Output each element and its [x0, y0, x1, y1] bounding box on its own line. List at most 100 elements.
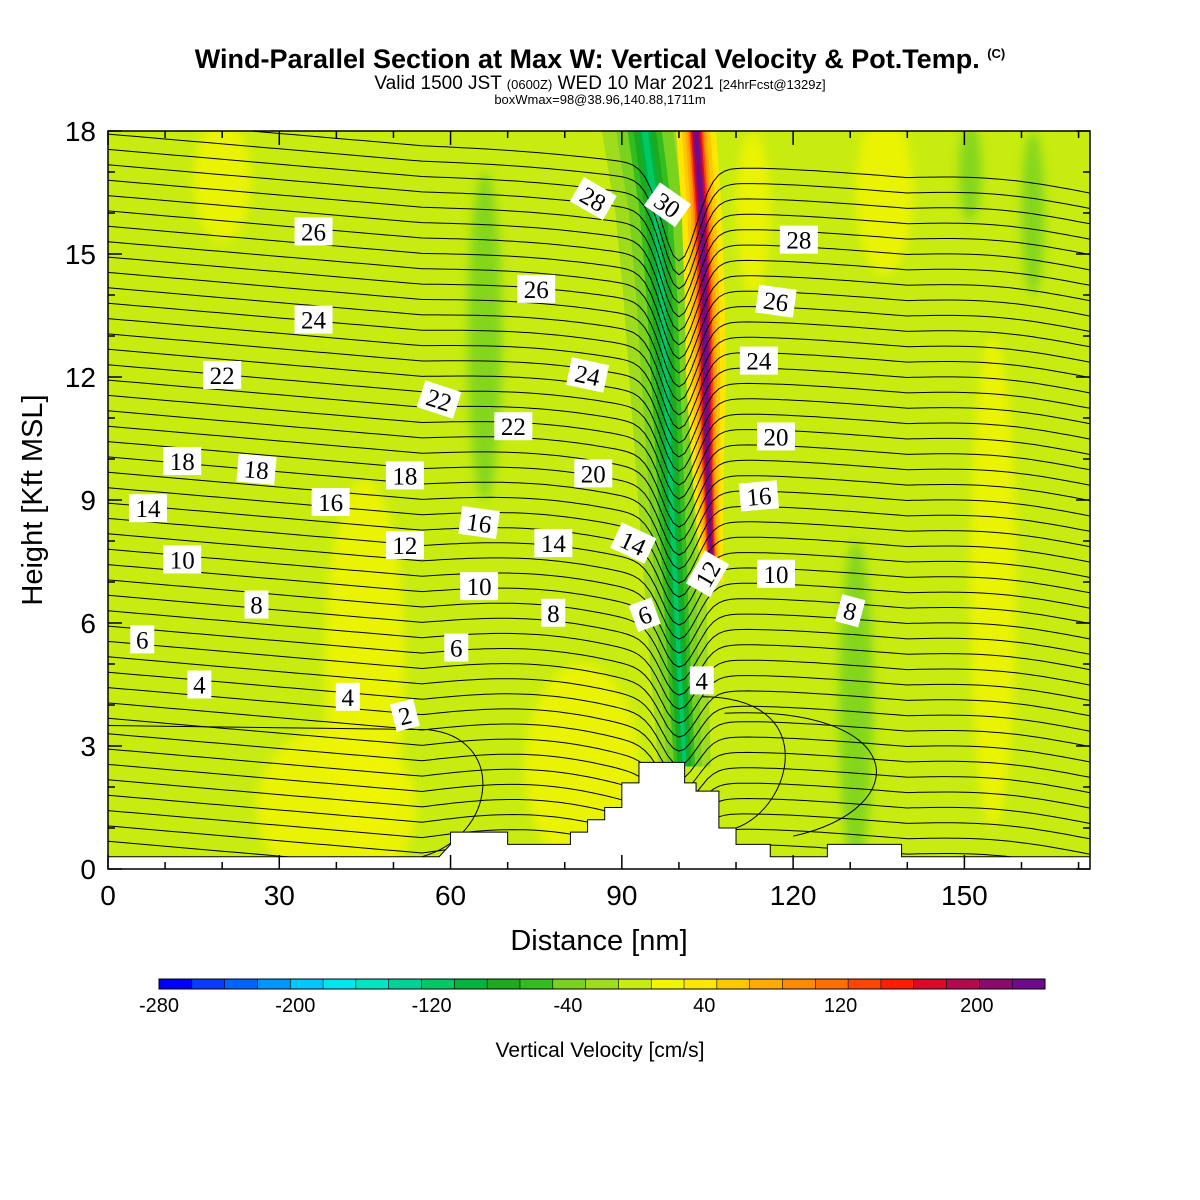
y-tick-label: 0 [80, 854, 96, 885]
contour-label-text: 6 [450, 636, 463, 663]
contour-label: 20 [756, 422, 795, 451]
contour-label-bg [517, 274, 556, 303]
contour-label-text: 22 [210, 363, 235, 390]
theta-contour [108, 302, 1090, 430]
contour-label: 28 [779, 225, 818, 255]
contour-label-bg [574, 459, 613, 488]
colorbar-swatch [224, 979, 258, 989]
theta-contour [108, 394, 1090, 514]
contour-label-bg [779, 225, 818, 254]
colorbar-swatch [257, 979, 291, 989]
contour-label: 20 [574, 459, 613, 488]
colorbar-swatch [487, 979, 521, 989]
contour-label-bg [756, 559, 795, 588]
contour-label: 4 [187, 670, 212, 700]
contour-label: 8 [244, 590, 269, 620]
contour-label: 18 [385, 461, 424, 490]
contour-label-bg [610, 522, 657, 564]
theta-contour [108, 133, 1090, 276]
colorbar-swatch [519, 979, 554, 989]
theta-contour [108, 241, 1090, 374]
contour-label-text: 26 [524, 277, 549, 304]
contour-label: 8 [541, 598, 566, 628]
contour-label-text: 24 [572, 361, 603, 393]
x-tick-label: 120 [770, 880, 817, 911]
contour-label-text: 28 [786, 228, 811, 255]
contour-label: 16 [458, 506, 500, 539]
theta-contour [108, 287, 1090, 416]
contour-label: 10 [460, 572, 499, 601]
contour-label-text: 4 [342, 685, 355, 712]
colorbar-swatch [815, 979, 849, 989]
y-tick-label: 9 [80, 485, 96, 516]
colorbar-swatch [1012, 979, 1046, 989]
colorbar-swatch [848, 979, 882, 989]
contour-label-bg [187, 670, 212, 699]
contour-label-bg [444, 633, 469, 662]
contour-label: 22 [203, 360, 242, 390]
contour-label-bg [834, 594, 866, 628]
contour-label: 4 [335, 682, 360, 712]
theta-contour [108, 533, 1090, 640]
theta-contour [108, 487, 1090, 598]
contour-label-bg [163, 545, 202, 574]
contour-label: 22 [416, 380, 462, 419]
theta-contour [108, 364, 1090, 486]
contour-label-bg [203, 360, 242, 389]
contour-label: 2 [389, 698, 420, 732]
colorbar-tick-label: -40 [553, 995, 582, 1017]
contour-label-bg [689, 666, 714, 695]
potential-temperature-contours [108, 131, 1090, 869]
contour-label: 24 [294, 305, 333, 335]
theta-contour [108, 625, 1090, 724]
contour-label-text: 8 [250, 593, 263, 620]
theta-contour [108, 733, 1090, 822]
theta-contour [108, 579, 1090, 682]
theta-contour [108, 379, 1090, 500]
theta-contour [108, 272, 1090, 402]
theta-contour [108, 717, 1090, 808]
contour-label-bg [416, 380, 462, 419]
contour-label-text: 24 [301, 308, 327, 335]
contour-label-text: 6 [136, 627, 149, 654]
box-info: boxWmax=98@38.96,140.88,1711m [494, 92, 706, 107]
colorbar-label: Vertical Velocity [cm/s] [496, 1039, 705, 1062]
colorbar-swatch [159, 979, 193, 989]
contour-label-bg [739, 346, 778, 375]
theta-contour [108, 671, 1090, 766]
theta-contour [724, 712, 877, 837]
field-anomaly [958, 131, 982, 222]
colorbar-swatch [421, 979, 455, 989]
y-tick-label: 3 [80, 731, 96, 762]
contour-label: 16 [311, 488, 350, 517]
theta-contour [108, 840, 598, 869]
theta-contour [108, 195, 1090, 332]
contour-label-text: 26 [301, 219, 326, 246]
x-tick-label: 60 [435, 880, 466, 911]
contour-label-bg [130, 625, 155, 654]
contour-label-bg [566, 357, 610, 393]
contour-label-bg [494, 412, 533, 441]
field-anomalies [193, 131, 1045, 869]
contour-label: 18 [236, 453, 277, 485]
contour-label-text: 4 [193, 673, 206, 700]
contour-label: 26 [294, 217, 333, 246]
contour-label: 26 [755, 284, 797, 318]
valid-time: Valid 1500 JST (0600Z) WED 10 Mar 2021 [… [0, 73, 1200, 95]
theta-contour [108, 594, 1090, 696]
colorbar-swatch [651, 979, 685, 989]
theta-contour [108, 256, 1090, 388]
contour-label-text: 26 [762, 288, 791, 318]
colorbar-swatch [618, 979, 652, 989]
contour-label-bg [294, 305, 333, 334]
theta-contour [108, 748, 1090, 836]
title-main: Wind-Parallel Section at Max W: Vertical… [194, 44, 980, 74]
contour-label: 22 [494, 412, 533, 441]
contour-label: 26 [517, 274, 556, 304]
contour-label-bg [163, 447, 202, 476]
colorbar-swatch [913, 979, 948, 989]
title-copyright: (C) [987, 46, 1006, 61]
terrain [108, 761, 1090, 869]
